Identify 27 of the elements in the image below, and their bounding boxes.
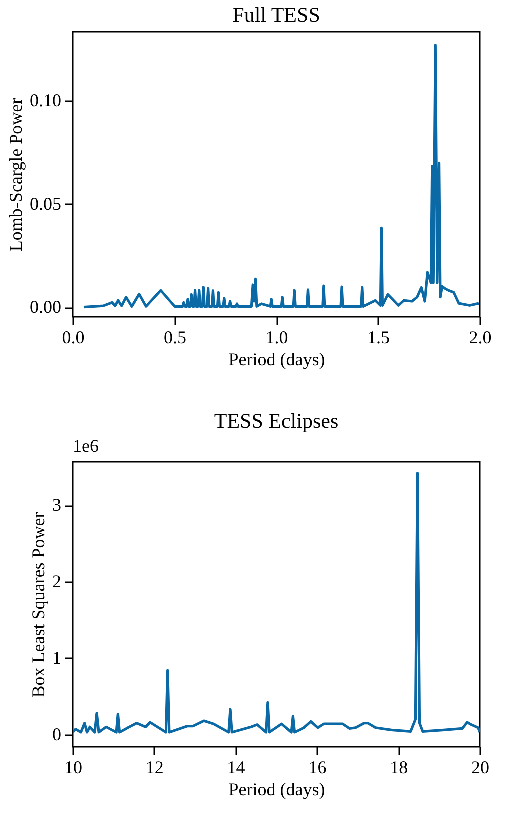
y-tick-label: 2 [52, 571, 62, 592]
x-tick-label: 0.5 [164, 328, 186, 348]
x-tick-label: 20 [472, 758, 490, 778]
y-axis-title: Box Least Squares Power [28, 512, 48, 698]
x-tick-label: 0.0 [62, 328, 85, 348]
y-tick-label: 0.05 [30, 194, 62, 214]
x-axis-title: Period (days) [228, 780, 326, 800]
y-tick-label: 0 [52, 724, 62, 744]
y-tick-label: 0.10 [30, 90, 62, 111]
x-tick-label: 14 [227, 758, 246, 778]
y-tick-label: 0.00 [30, 297, 62, 318]
x-tick-label: 12 [146, 758, 164, 778]
x-tick-label: 2.0 [469, 328, 492, 348]
x-tick-label: 16 [308, 758, 327, 778]
text: 1e6 [73, 436, 99, 456]
x-tick-label: 10 [64, 758, 82, 778]
y-tick-label: 1 [52, 648, 62, 668]
y-tick-label: 3 [52, 495, 62, 516]
chart-title: Full TESS [232, 3, 320, 27]
chart-title: TESS Eclipses [214, 409, 339, 433]
line-series [82, 44, 480, 309]
x-tick-label: 18 [390, 758, 408, 778]
y-axis-title: Lomb-Scargle Power [6, 98, 26, 252]
line-series [73, 472, 480, 734]
x-tick-label: 1.0 [266, 328, 288, 348]
x-tick-label: 1.5 [368, 328, 390, 348]
x-axis-title: Period (days) [228, 350, 326, 370]
